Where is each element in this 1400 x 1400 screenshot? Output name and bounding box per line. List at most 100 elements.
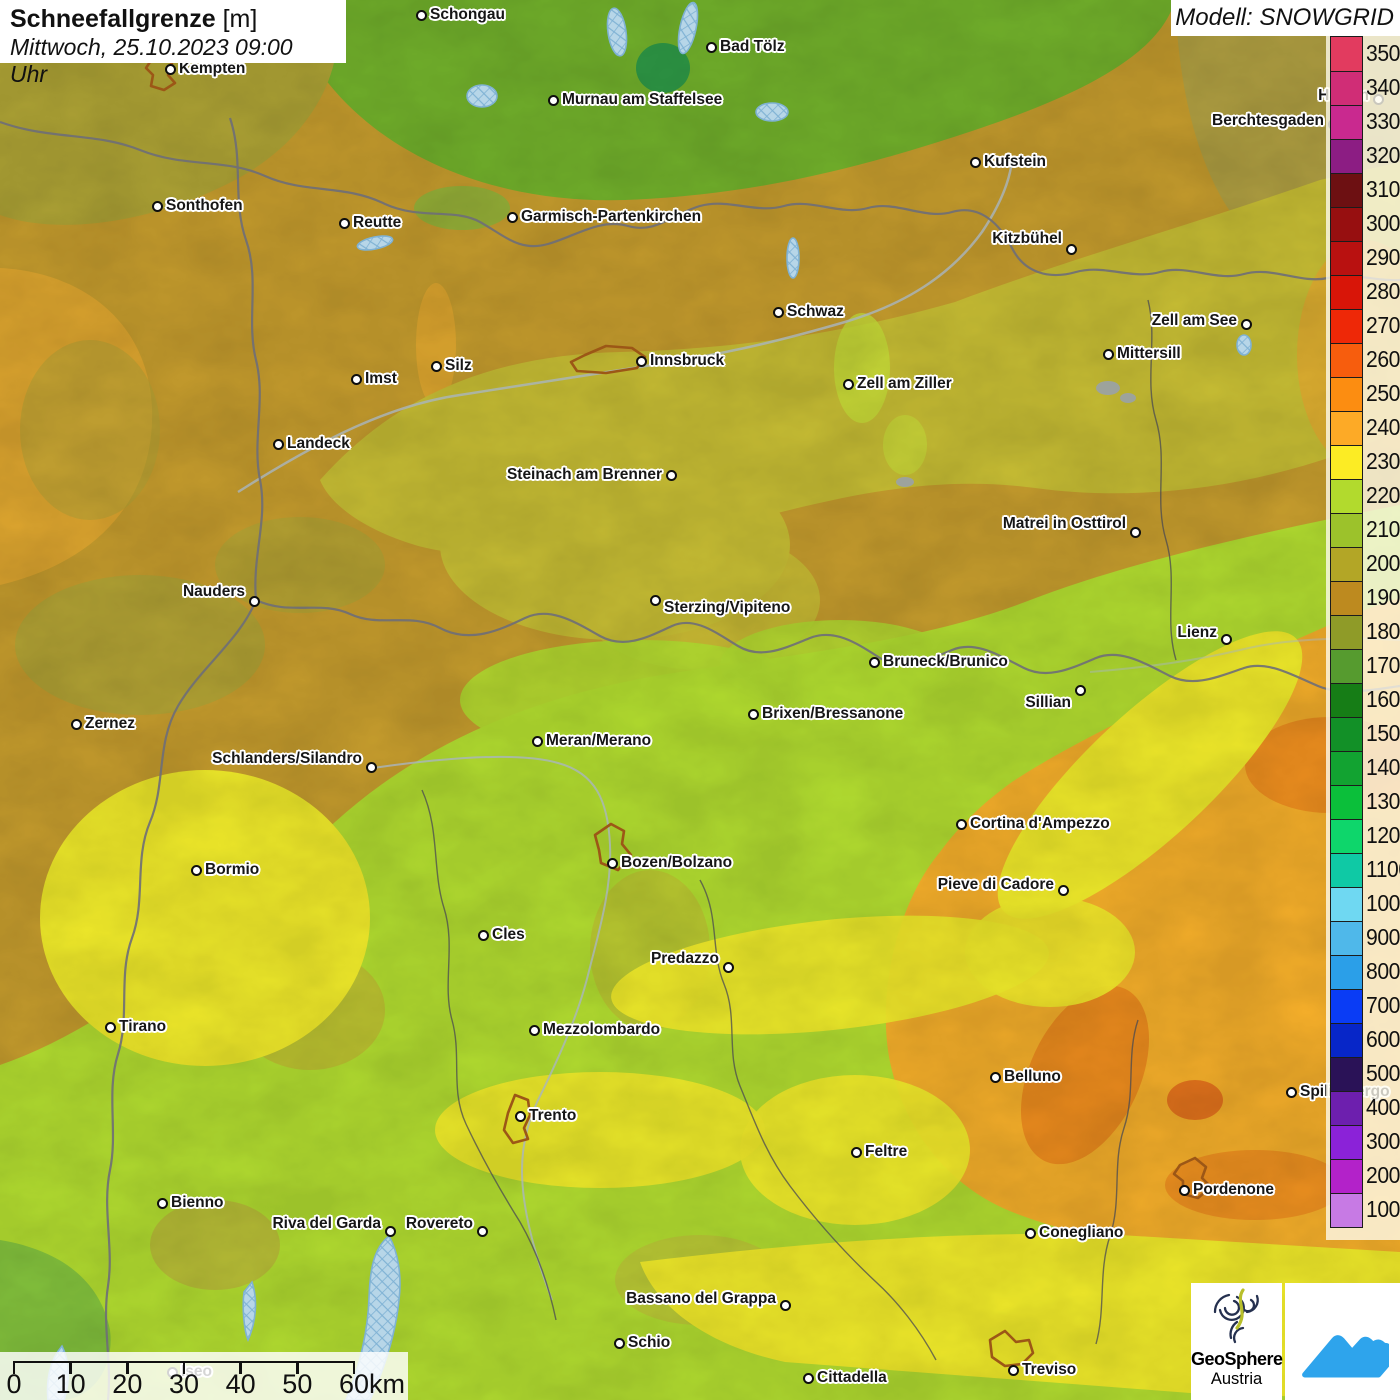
scale-bar: 0 10 20 30 40 50 60km [0,1352,408,1400]
lake-zellersee [1236,334,1252,356]
city-label: Mezzolombardo [543,1021,661,1038]
city-marker [989,1071,1001,1083]
scale-bar-label: 50 [282,1369,313,1399]
city-label: Sillian [1025,694,1071,711]
colorbar-segment [1331,853,1362,887]
colorbar-tick-label: 3100 [1366,176,1400,202]
colorbar-tick-label: 400 [1366,1094,1400,1120]
scale-bar-tick [182,1361,186,1374]
city-label: Silz [445,357,472,374]
city-label: Imst [365,370,397,387]
city-marker [1129,526,1141,538]
lake-achensee [786,237,800,279]
city-marker [506,211,518,223]
colorbar-segment [1331,241,1362,275]
city-label: Berchtesgaden [1212,112,1324,129]
geosphere-org-label: GeoSphere [1191,1349,1283,1369]
district-trento [502,1093,532,1145]
colorbar-tick-label: 1800 [1366,618,1400,644]
lake-garda [345,1234,401,1400]
city-label: Bormio [205,861,260,878]
city-marker [338,217,350,229]
colorbar-segment [1331,921,1362,955]
colorbar-segment [1331,377,1362,411]
colorbar-tick-label: 1900 [1366,584,1400,610]
lake-idro [242,1280,257,1343]
city-marker [747,708,759,720]
mountain-logo-box [1285,1283,1400,1400]
city-marker [528,1024,540,1036]
city-marker [514,1110,526,1122]
colorbar-tick-label: 300 [1366,1128,1400,1154]
city-marker [477,929,489,941]
scale-bar-tick [352,1361,356,1374]
colorbar-segment [1331,1057,1362,1091]
colorbar-tick-label: 200 [1366,1162,1400,1188]
colorbar-segment [1331,513,1362,547]
page-title: Schneefallgrenze [m] [10,4,336,34]
city-label: Lienz [1177,624,1217,641]
lake-plansee [356,235,394,251]
colorbar-segment [1331,173,1362,207]
city-label: Schongau [430,6,505,23]
city-label: Bozen/Bolzano [621,854,733,871]
lake-starnberg [677,1,699,55]
colorbar-tick-label: 1000 [1366,890,1400,916]
city-label: Innsbruck [650,352,725,369]
colorbar-tick-label: 900 [1366,924,1400,950]
colorbar-tick-label: 2600 [1366,346,1400,372]
city-marker [70,718,82,730]
city-label: Mittersill [1117,345,1181,362]
city-label: Brixen/Bressanone [762,705,904,722]
city-label: Sonthofen [166,197,243,214]
city-label: Garmisch-Partenkirchen [521,208,702,225]
colorbar-tick-label: 3000 [1366,210,1400,236]
city-marker [772,306,784,318]
city-marker [969,156,981,168]
colorbar-tick-label: 3400 [1366,74,1400,100]
colorbar-tick-label: 1700 [1366,652,1400,678]
district-bozen [593,822,633,872]
city-label: Murnau am Staffelsee [562,91,723,108]
city-marker [415,9,427,21]
river-adige [372,755,612,1301]
colorbar-tick-label: 3200 [1366,142,1400,168]
city-marker [850,1146,862,1158]
colorbar-segment [1331,989,1362,1023]
city-marker [1102,348,1114,360]
district-pordenone [1172,1156,1213,1200]
city-label: Zernez [85,715,135,732]
colorbar-segment [1331,445,1362,479]
colorbar-segment [1331,785,1362,819]
model-box: Modell: SNOWGRID [1171,0,1400,36]
city-marker [384,1225,396,1237]
colorbar-tick-label: 2900 [1366,244,1400,270]
city-marker [430,360,442,372]
scale-bar-label: 30 [168,1369,200,1399]
geosphere-contours-icon [1213,1288,1259,1344]
city-marker [190,864,202,876]
lake-walchensee [755,102,789,122]
city-marker [476,1225,488,1237]
city-marker [955,818,967,830]
colorbar-tick-label: 2000 [1366,550,1400,576]
city-label: Zell am Ziller [857,375,952,392]
city-marker [649,594,661,606]
scale-bar-label: 60km [338,1369,406,1399]
colorbar-segment [1331,71,1362,105]
city-marker [547,94,559,106]
city-marker [842,378,854,390]
colorbar-panel: 3500 3400 3300 3200 3100 3000 2900 2800 2700 2600… [1326,28,1400,1240]
city-label: Zell am See [1151,312,1237,329]
colorbar-tick-label: 500 [1366,1060,1400,1086]
city-label: Treviso [1022,1361,1077,1378]
city-marker [365,761,377,773]
city-label: Bassano del Grappa [626,1290,776,1307]
city-marker [156,1197,168,1209]
title-box: Schneefallgrenze [m] Mittwoch, 25.10.202… [0,0,346,87]
colorbar-tick-label: 2100 [1366,516,1400,542]
colorbar-tick-label: 2800 [1366,278,1400,304]
province-borders [421,299,1177,1361]
scale-bar-label: 0 [6,1369,22,1399]
